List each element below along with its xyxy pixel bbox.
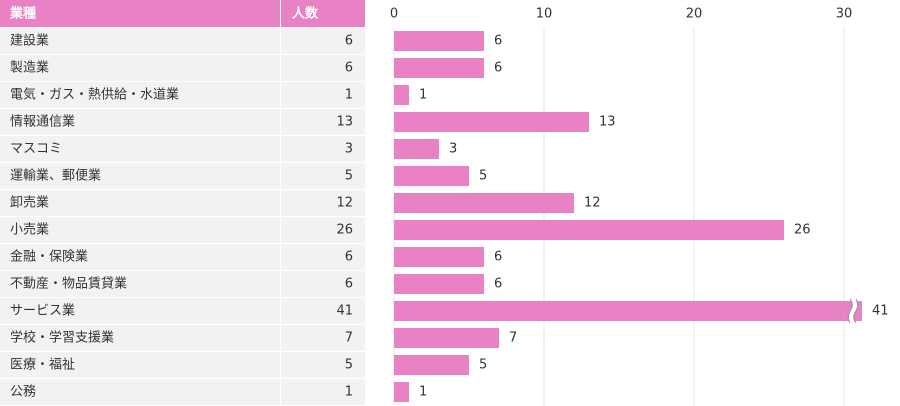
bar (394, 31, 484, 51)
category-cell: 製造業 (10, 60, 49, 76)
value-cell: 7 (345, 331, 353, 346)
value-cell: 26 (336, 223, 353, 238)
category-cell: 医療・福祉 (10, 358, 75, 373)
value-cell: 12 (336, 196, 353, 211)
data-label: 13 (599, 115, 616, 130)
bar (394, 247, 484, 267)
table-cell (281, 28, 365, 54)
category-cell: 建設業 (10, 33, 49, 49)
column-header: 業種 (9, 6, 36, 22)
category-cell: サービス業 (10, 303, 75, 319)
table-cell (0, 109, 280, 135)
bar (394, 58, 484, 78)
table-cell (281, 163, 365, 189)
data-label: 5 (479, 169, 487, 184)
value-cell: 3 (345, 142, 353, 157)
bar (394, 274, 484, 294)
x-tick-label: 30 (836, 7, 853, 22)
table-cell (0, 379, 280, 405)
table-cell (281, 217, 365, 243)
value-cell: 6 (345, 61, 353, 76)
table-cell (0, 163, 280, 189)
bar (394, 193, 574, 213)
x-tick-label: 20 (686, 7, 703, 22)
table-cell (281, 352, 365, 378)
table-cell (0, 325, 280, 351)
axis-break (853, 298, 859, 324)
data-label: 41 (872, 304, 889, 319)
category-cell: 不動産・物品賃貸業 (10, 276, 127, 292)
plot-area (394, 31, 862, 402)
value-cell: 6 (345, 34, 353, 49)
value-cell: 5 (345, 358, 353, 373)
axis-break (847, 298, 853, 324)
table-cell (0, 217, 280, 243)
column-header: 人数 (292, 6, 319, 22)
value-cell: 6 (345, 250, 353, 265)
axis-break (849, 297, 857, 325)
table-cell (0, 244, 280, 270)
table-cell (281, 271, 365, 297)
table-cell (281, 298, 365, 324)
data-label: 5 (479, 358, 487, 373)
value-cell: 1 (345, 385, 353, 400)
value-cell: 1 (345, 88, 353, 103)
table-cell (0, 271, 280, 297)
category-cell: 電気・ガス・熱供給・水道業 (10, 87, 179, 103)
table-cell (281, 244, 365, 270)
bar (394, 139, 439, 159)
table-cell (0, 190, 280, 216)
bar (394, 301, 862, 321)
x-tick-label: 10 (536, 7, 553, 22)
category-cell: 運輸業、郵便業 (10, 168, 101, 184)
data-label: 1 (419, 385, 427, 400)
data-label: 1 (419, 88, 427, 103)
category-cell: 卸売業 (10, 195, 49, 211)
bar (394, 382, 409, 402)
value-cell: 13 (336, 115, 353, 130)
category-cell: 公務 (10, 385, 36, 400)
bar (394, 328, 499, 348)
value-cell: 5 (345, 169, 353, 184)
table-cell (0, 55, 280, 81)
value-cell: 41 (336, 304, 353, 319)
bar (394, 355, 469, 375)
table-cell (281, 82, 365, 108)
value-cell: 6 (345, 277, 353, 292)
bar (394, 112, 589, 132)
header-cell (0, 0, 280, 27)
bar (394, 166, 469, 186)
bar (394, 85, 409, 105)
table-cell (281, 190, 365, 216)
category-cell: 情報通信業 (10, 114, 75, 130)
data-label: 7 (509, 331, 517, 346)
table-cell (0, 298, 280, 324)
table-cell (281, 55, 365, 81)
data-label: 6 (494, 34, 502, 49)
table-cell (0, 28, 280, 54)
data-label: 6 (494, 277, 502, 292)
x-tick-label: 0 (390, 7, 398, 22)
data-label: 6 (494, 61, 502, 76)
category-cell: 小売業 (10, 222, 49, 238)
table-cell (281, 379, 365, 405)
category-cell: 学校・学習支援業 (10, 330, 114, 346)
table-cell (281, 325, 365, 351)
category-cell: マスコミ (10, 142, 62, 157)
data-label: 3 (449, 142, 457, 157)
table-cell (0, 136, 280, 162)
header-cell (281, 0, 365, 27)
data-label: 12 (584, 196, 601, 211)
category-cell: 金融・保険業 (10, 249, 88, 265)
table-cell (281, 136, 365, 162)
data-label: 26 (794, 223, 811, 238)
bar (394, 220, 784, 240)
table-cell (0, 82, 280, 108)
data-label: 6 (494, 250, 502, 265)
table-cell (0, 352, 280, 378)
table-cell (281, 109, 365, 135)
